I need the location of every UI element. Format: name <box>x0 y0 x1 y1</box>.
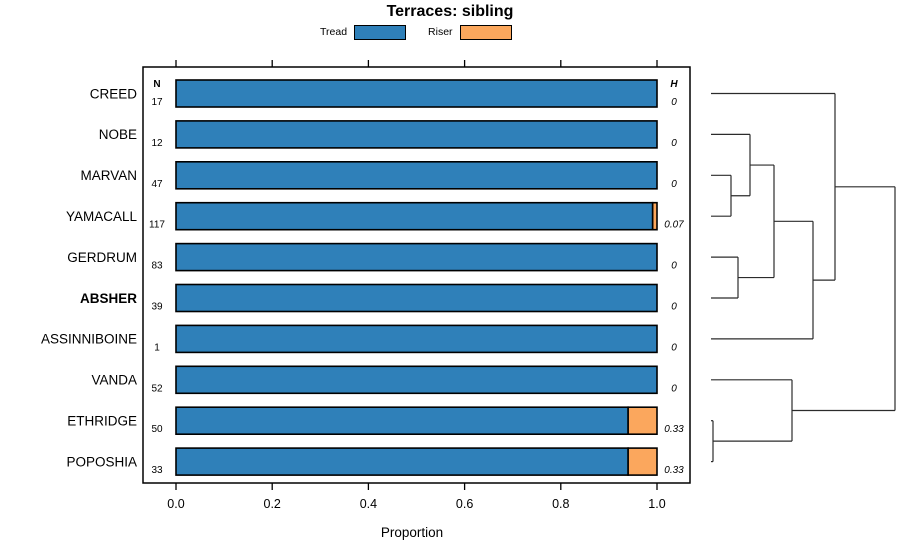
bar-segment-riser <box>627 447 658 476</box>
row-label: POPOSHIA <box>66 454 137 469</box>
x-tick-label: 1.0 <box>648 497 665 511</box>
row-label: ABSHER <box>80 291 137 306</box>
h-value: 0.33 <box>664 424 684 435</box>
n-value: 50 <box>151 424 163 435</box>
bar-segment-tread <box>175 365 658 395</box>
n-value: 52 <box>151 383 163 394</box>
n-value: 83 <box>151 261 163 272</box>
row-label: NOBE <box>99 127 137 142</box>
bar-segment-riser <box>627 406 658 436</box>
x-tick-label: 0.4 <box>360 497 377 511</box>
h-value: 0 <box>671 302 677 313</box>
bar-segment-tread <box>175 242 658 272</box>
tread-swatch-icon <box>354 25 407 40</box>
h-value: 0 <box>671 261 677 272</box>
n-value: 47 <box>151 179 163 190</box>
bar-segment-riser <box>651 201 658 231</box>
x-tick-label: 0.2 <box>264 497 281 511</box>
h-value: 0 <box>671 342 677 353</box>
legend-label-tread: Tread <box>320 26 348 38</box>
row-label: ETHRIDGE <box>67 414 137 429</box>
x-tick-label: 0.8 <box>552 497 569 511</box>
h-value: 0.33 <box>664 465 684 476</box>
chart-title: Terraces: sibling <box>386 3 514 20</box>
bar-segment-tread <box>175 447 629 476</box>
n-value: 33 <box>151 465 163 476</box>
row-label: ASSINNIBOINE <box>41 332 137 347</box>
bar-segment-tread <box>175 201 654 231</box>
n-value: 12 <box>151 138 163 149</box>
bar-segment-tread <box>175 120 658 149</box>
riser-swatch-icon <box>459 25 512 40</box>
legend-label-riser: Riser <box>428 26 453 38</box>
bar-segment-tread <box>175 161 658 190</box>
h-value: 0 <box>671 138 677 149</box>
plot-border <box>142 66 691 484</box>
row-label: CREED <box>90 86 138 101</box>
n-value: 39 <box>151 302 163 313</box>
x-tick-label: 0.0 <box>167 497 184 511</box>
h-value: 0 <box>671 383 677 394</box>
h-value: 0 <box>671 179 677 190</box>
x-tick-label: 0.6 <box>456 497 473 511</box>
x-axis-label: Proportion <box>381 525 443 540</box>
n-value: 1 <box>154 342 160 353</box>
bar-segment-tread <box>175 406 629 436</box>
bar-segment-tread <box>175 324 658 354</box>
bar-segment-tread <box>175 79 658 108</box>
n-column-header: N <box>153 79 160 90</box>
bar-segment-tread <box>175 283 658 313</box>
legend: Tread Riser <box>320 25 512 40</box>
h-column-header: H <box>670 79 678 90</box>
row-label: VANDA <box>91 373 137 388</box>
row-label: MARVAN <box>80 168 137 183</box>
h-value: 0 <box>671 97 677 108</box>
n-value: 117 <box>149 220 165 231</box>
h-value: 0.07 <box>664 220 684 231</box>
row-label: GERDRUM <box>67 250 137 265</box>
row-label: YAMACALL <box>66 209 138 224</box>
n-value: 17 <box>151 97 163 108</box>
